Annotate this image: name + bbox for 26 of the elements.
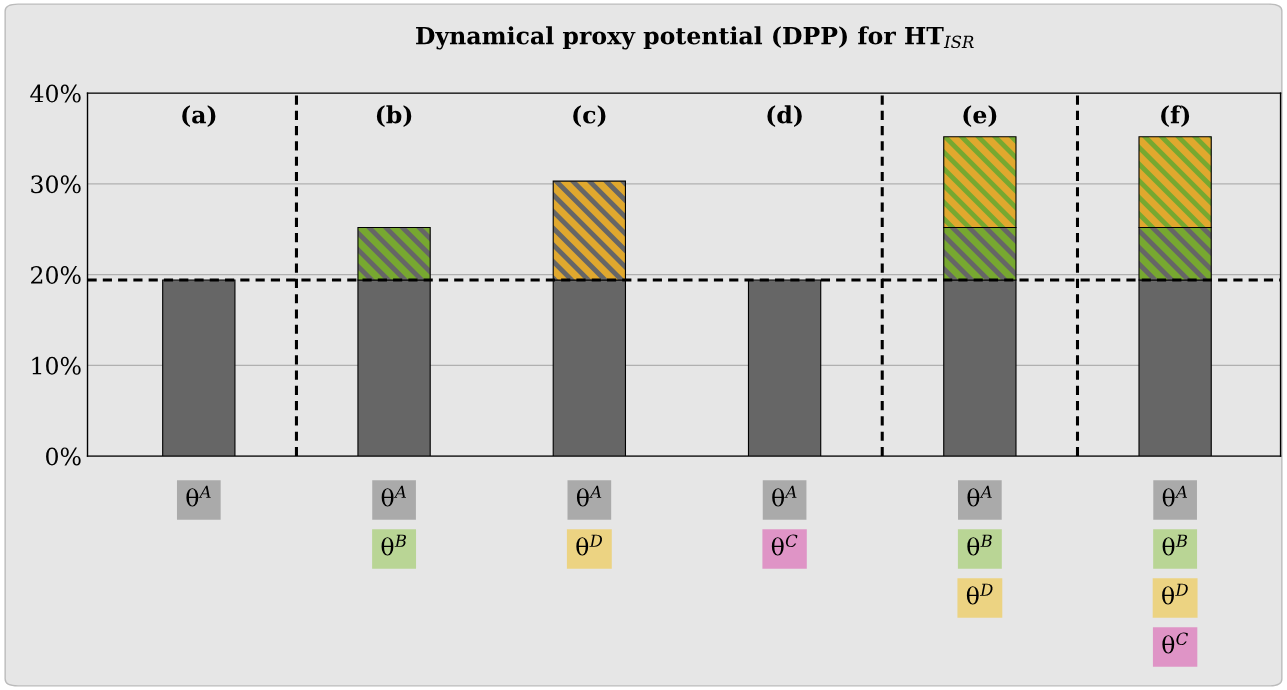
y-tick-label: 10% (32, 356, 81, 375)
text: θ$^{A}$ (576, 485, 602, 507)
text: θ$^{B}$ (967, 534, 992, 556)
text: θ$^{A}$ (772, 485, 797, 507)
y-tick-label: 40% (30, 84, 81, 103)
text: θ$^{B}$ (381, 534, 407, 556)
y-tick-label: 20% (31, 266, 81, 284)
text: θ$^{C}$ (1162, 632, 1188, 654)
text: θ$^{A}$ (186, 485, 211, 507)
text: θ$^{D}$ (576, 534, 603, 556)
chart-title: Dynamical proxy potential (DPP) for HT$_{ISR}$ (416, 26, 974, 50)
text: θ$^{C}$ (771, 534, 798, 556)
y-tick-label: 0% (46, 447, 81, 466)
x-tick-label: (b) (376, 105, 412, 127)
text: θ$^{A}$ (381, 485, 407, 507)
y-tick-label: 30% (31, 175, 81, 194)
x-tick-label: (a) (182, 105, 216, 127)
text: θ$^{A}$ (967, 485, 992, 507)
x-tick-label: (e) (963, 105, 997, 127)
text: θ$^{B}$ (1162, 534, 1188, 556)
text: θ$^{D}$ (966, 583, 993, 605)
x-tick-label: (f) (1161, 105, 1190, 127)
x-tick-label: (d) (767, 105, 802, 127)
x-tick-label: (c) (573, 105, 606, 127)
text: θ$^{D}$ (1162, 583, 1188, 605)
text: θ$^{A}$ (1162, 485, 1188, 507)
